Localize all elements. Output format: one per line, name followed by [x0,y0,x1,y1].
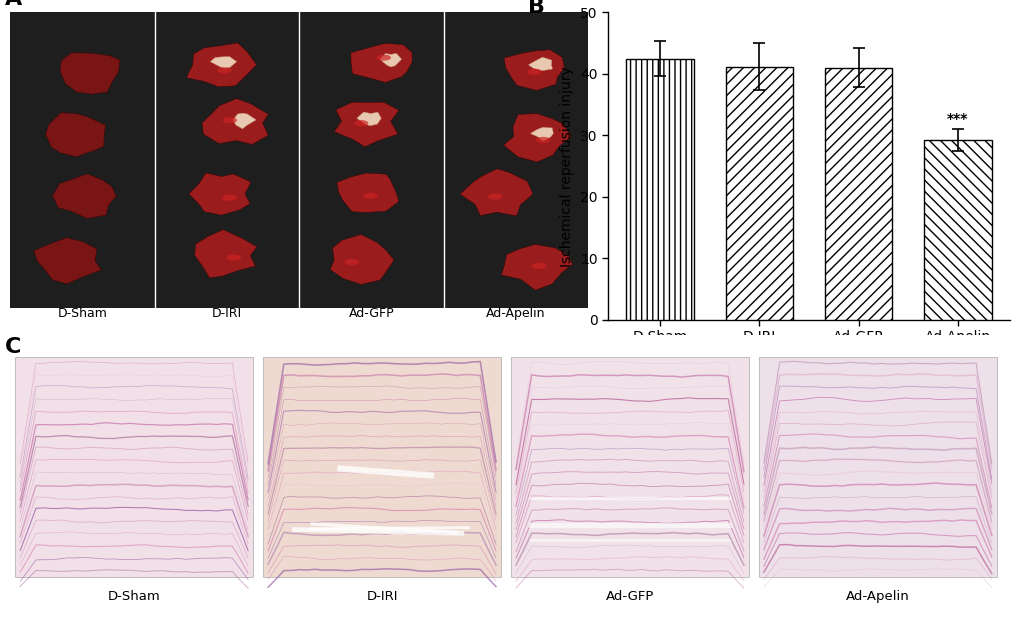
Text: D-IRI: D-IRI [212,307,242,320]
Bar [923,140,990,320]
Text: D-Sham: D-Sham [108,590,160,603]
Ellipse shape [488,194,502,200]
Text: D-IRI: D-IRI [366,590,397,603]
Ellipse shape [217,67,231,74]
Text: Ad-Apelin: Ad-Apelin [845,590,909,603]
Polygon shape [351,43,412,82]
Polygon shape [210,56,236,69]
Ellipse shape [222,117,236,123]
Text: Ad-Apelin: Ad-Apelin [486,307,545,320]
Text: Ad-GFP: Ad-GFP [605,590,653,603]
Polygon shape [528,57,552,71]
Polygon shape [46,113,106,157]
Ellipse shape [363,193,377,199]
Polygon shape [34,238,101,284]
Text: ***: *** [947,111,967,126]
Polygon shape [189,173,251,215]
Polygon shape [501,245,572,290]
Text: C: C [5,337,21,357]
Polygon shape [202,98,268,144]
Bar [758,357,996,577]
Polygon shape [60,53,120,94]
Polygon shape [530,128,553,141]
Polygon shape [503,50,564,90]
Bar [511,357,748,577]
Ellipse shape [376,54,390,61]
Text: B: B [527,0,544,17]
Polygon shape [460,169,533,216]
Polygon shape [52,174,116,219]
Polygon shape [333,102,398,147]
Polygon shape [186,43,257,87]
Polygon shape [357,112,381,126]
Bar [263,357,500,577]
Bar [15,357,253,577]
Text: A: A [4,0,21,9]
Ellipse shape [222,194,236,201]
Polygon shape [330,235,393,285]
Ellipse shape [527,69,541,75]
Text: Ad-GFP: Ad-GFP [348,307,394,320]
Polygon shape [502,113,571,162]
Polygon shape [336,173,398,212]
Polygon shape [195,230,257,278]
Bar [725,66,792,320]
Polygon shape [233,113,256,129]
Ellipse shape [535,137,550,143]
Ellipse shape [531,262,546,269]
Ellipse shape [226,254,240,261]
Y-axis label: Ischemical reperfusion injury: Ischemical reperfusion injury [559,66,574,267]
Bar [824,67,892,320]
Ellipse shape [344,259,359,265]
Bar [626,59,693,320]
Text: D-Sham: D-Sham [57,307,107,320]
Ellipse shape [354,120,368,126]
Polygon shape [379,53,401,67]
